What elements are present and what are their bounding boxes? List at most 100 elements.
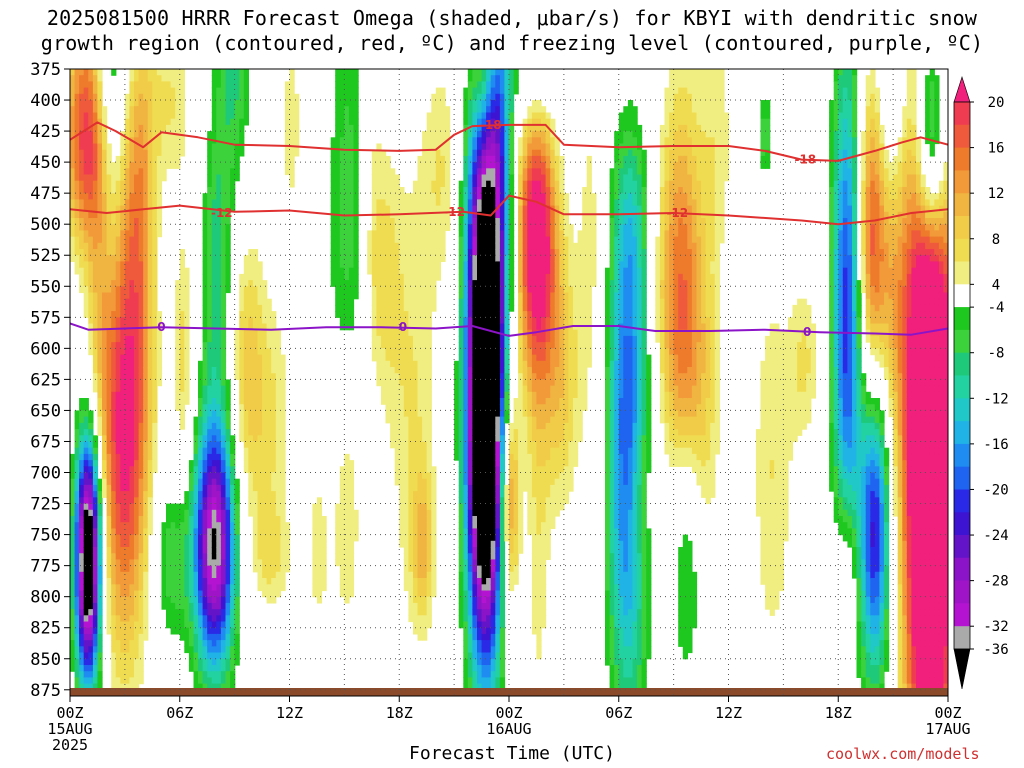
omega-cell xyxy=(385,398,391,405)
omega-cell xyxy=(147,509,153,517)
omega-cell xyxy=(413,627,419,635)
omega-cell xyxy=(275,571,281,579)
omega-cell xyxy=(152,187,158,194)
omega-cell xyxy=(70,118,76,126)
omega-cell xyxy=(120,652,126,660)
omega-cell xyxy=(321,540,327,548)
omega-cell xyxy=(175,590,181,598)
omega-cell xyxy=(198,547,204,554)
omega-cell xyxy=(97,168,103,176)
omega-cell xyxy=(335,193,341,200)
omega-cell xyxy=(422,534,428,542)
omega-cell xyxy=(83,255,89,262)
omega-cell xyxy=(390,385,396,393)
omega-cell xyxy=(472,168,478,176)
omega-cell xyxy=(472,671,478,678)
omega-cell xyxy=(271,571,277,579)
omega-cell xyxy=(234,547,240,554)
omega-cell xyxy=(156,155,163,163)
omega-cell xyxy=(211,155,217,163)
omega-cell xyxy=(138,602,144,610)
omega-cell xyxy=(138,242,144,250)
omega-cell xyxy=(161,590,167,598)
omega-cell xyxy=(225,509,231,517)
omega-cell xyxy=(422,503,428,511)
omega-cell xyxy=(106,453,112,461)
omega-cell xyxy=(467,124,473,132)
omega-cell xyxy=(188,547,195,554)
omega-cell xyxy=(403,373,409,380)
omega-cell xyxy=(252,422,259,430)
omega-cell xyxy=(390,360,396,368)
omega-cell xyxy=(435,267,441,275)
omega-cell xyxy=(143,416,149,424)
omega-cell xyxy=(417,298,423,306)
omega-cell xyxy=(156,367,163,374)
omega-cell xyxy=(376,143,382,151)
omega-cell xyxy=(88,236,94,244)
omega-cell xyxy=(74,168,80,176)
omega-cell xyxy=(344,565,350,573)
omega-cell xyxy=(463,87,469,95)
omega-cell xyxy=(417,224,423,231)
omega-cell xyxy=(83,410,89,418)
omega-cell xyxy=(330,162,336,169)
omega-cell xyxy=(216,112,222,120)
omega-cell xyxy=(129,416,135,424)
omega-cell xyxy=(111,516,117,523)
omega-cell xyxy=(184,522,190,529)
omega-cell xyxy=(403,410,409,418)
omega-cell xyxy=(230,621,236,629)
omega-cell xyxy=(211,398,217,405)
omega-cell xyxy=(83,311,89,318)
omega-cell xyxy=(271,503,277,511)
omega-cell xyxy=(143,273,149,281)
omega-cell xyxy=(472,609,478,616)
omega-cell xyxy=(220,124,227,132)
omega-cell xyxy=(120,391,126,399)
omega-cell xyxy=(211,187,217,194)
omega-cell xyxy=(115,435,121,443)
omega-cell xyxy=(129,236,135,244)
omega-cell xyxy=(79,193,85,200)
omega-cell xyxy=(115,621,121,629)
omega-cell xyxy=(399,205,405,213)
omega-cell xyxy=(111,174,117,182)
omega-cell xyxy=(198,398,204,405)
omega-cell xyxy=(225,683,231,689)
omega-cell xyxy=(115,398,121,405)
omega-cell xyxy=(394,398,400,405)
omega-cell xyxy=(477,398,483,405)
omega-cell xyxy=(262,379,268,387)
omega-cell xyxy=(97,677,103,685)
omega-cell xyxy=(166,559,172,567)
omega-cell xyxy=(129,578,135,585)
omega-cell xyxy=(115,447,121,455)
omega-cell xyxy=(230,652,236,660)
omega-cell xyxy=(220,311,227,318)
omega-cell xyxy=(188,503,195,511)
omega-cell xyxy=(417,255,423,262)
omega-cell xyxy=(207,640,213,647)
omega-cell xyxy=(435,162,441,169)
omega-cell xyxy=(230,584,236,592)
omega-cell xyxy=(422,187,428,194)
omega-cell xyxy=(252,453,259,461)
omega-cell xyxy=(211,174,217,182)
omega-cell xyxy=(179,565,185,573)
omega-cell xyxy=(252,509,259,517)
omega-cell xyxy=(431,540,437,548)
omega-cell xyxy=(243,453,249,461)
omega-cell xyxy=(394,292,400,300)
omega-cell xyxy=(129,131,135,138)
omega-cell xyxy=(262,584,268,592)
omega-cell xyxy=(271,447,277,455)
omega-cell xyxy=(120,410,126,418)
omega-cell xyxy=(458,242,464,250)
omega-cell xyxy=(463,491,469,498)
omega-cell xyxy=(120,298,126,306)
omega-cell xyxy=(120,162,126,169)
omega-cell xyxy=(467,298,473,306)
omega-cell xyxy=(225,75,231,82)
omega-cell xyxy=(111,323,117,331)
